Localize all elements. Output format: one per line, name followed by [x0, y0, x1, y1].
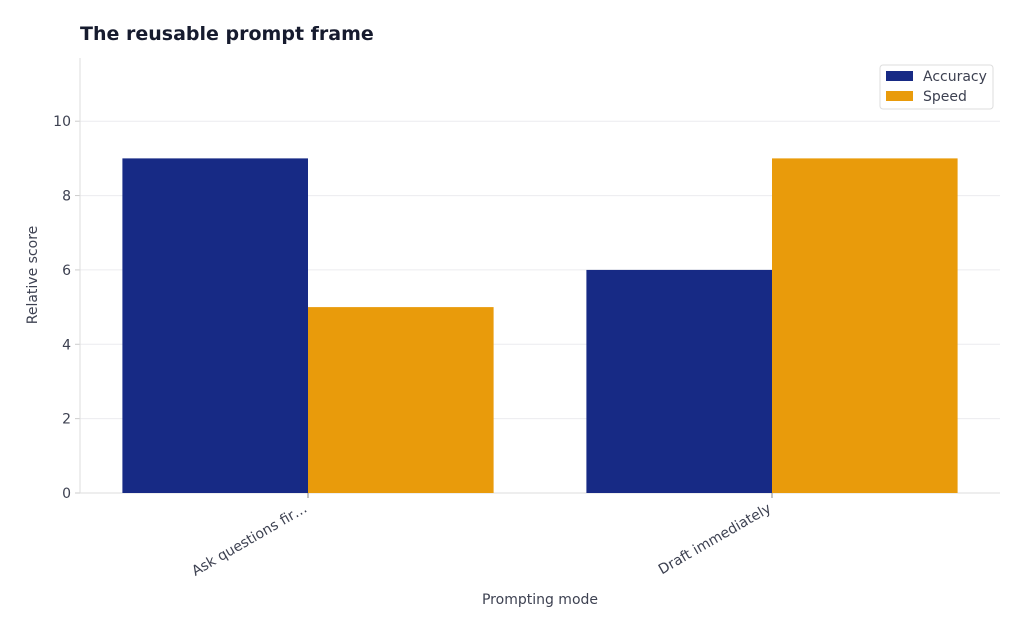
x-tick-label: Draft immediately	[656, 501, 774, 578]
bar	[308, 307, 494, 493]
y-tick-label: 0	[62, 486, 71, 502]
x-tick-label: Ask questions fir…	[189, 501, 310, 580]
chart-title: The reusable prompt frame	[80, 23, 374, 45]
x-axis-label: Prompting mode	[482, 592, 598, 608]
legend-swatch	[886, 71, 913, 81]
bar	[586, 269, 772, 493]
y-tick-label: 10	[53, 114, 71, 130]
y-tick-label: 6	[62, 263, 71, 279]
legend-label: Accuracy	[923, 69, 987, 85]
bar	[772, 158, 958, 493]
y-tick-label: 4	[62, 337, 71, 353]
bar	[122, 158, 309, 493]
legend-label: Speed	[923, 89, 967, 105]
legend-swatch	[886, 91, 913, 101]
y-tick-label: 2	[62, 412, 71, 428]
y-axis-label: Relative score	[25, 226, 41, 325]
y-tick-label: 8	[62, 189, 71, 205]
